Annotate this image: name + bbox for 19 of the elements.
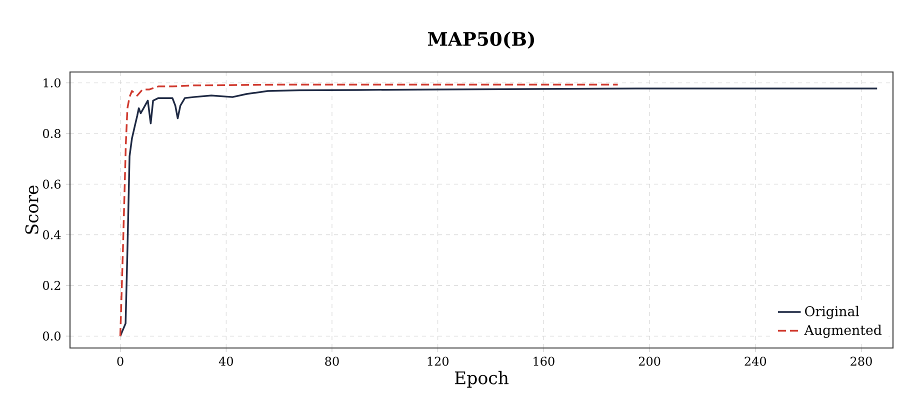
x-axis-title: Epoch bbox=[454, 370, 509, 388]
legend-label: Augmented bbox=[804, 324, 882, 338]
x-tick-label: 240 bbox=[744, 356, 766, 366]
x-tick-label: 120 bbox=[428, 356, 448, 366]
x-tick-label: 280 bbox=[850, 356, 872, 366]
y-tick-label: 0.0 bbox=[43, 332, 60, 341]
y-tick-label: 0.8 bbox=[43, 128, 60, 138]
y-tick-label: 1.0 bbox=[44, 78, 60, 88]
x-tick-label: 40 bbox=[218, 356, 233, 366]
y-tick-label: 0.6 bbox=[43, 180, 61, 189]
y-tick-label: 0.4 bbox=[43, 230, 61, 240]
x-tick-label: 80 bbox=[325, 356, 339, 366]
y-tick-label: 0.2 bbox=[43, 280, 60, 290]
y-axis-title: Score bbox=[25, 186, 38, 234]
x-tick-label: 200 bbox=[638, 356, 660, 366]
legend-label: Original bbox=[805, 306, 860, 320]
chart-title: MAP50(B) bbox=[428, 32, 534, 49]
x-tick-label: 160 bbox=[534, 356, 554, 366]
x-tick-label: 0 bbox=[117, 356, 124, 366]
